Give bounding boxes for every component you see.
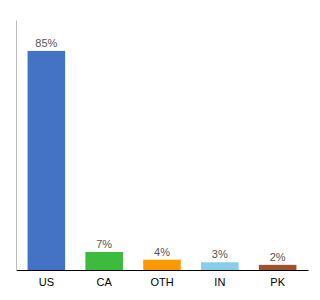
x-tick-label: OTH: [150, 276, 173, 288]
bar: [201, 262, 239, 270]
data-label: 7%: [96, 238, 112, 250]
bar: [28, 51, 66, 270]
bar: [259, 265, 297, 270]
x-tick: OTH: [150, 276, 173, 288]
data-label: 3%: [212, 248, 228, 260]
x-axis-line: [17, 270, 309, 271]
bar: [143, 260, 181, 270]
x-tick: IN: [214, 276, 225, 288]
bar: [85, 252, 123, 270]
x-axis: US CA OTH IN PK: [17, 271, 309, 288]
y-axis-line: [16, 21, 17, 271]
x-tick: US: [39, 276, 54, 288]
x-tick: CA: [97, 276, 113, 288]
x-tick-label: PK: [270, 276, 285, 288]
x-tick-label: IN: [214, 276, 225, 288]
y-axis: [16, 21, 17, 271]
x-tick: PK: [270, 276, 285, 288]
plot: US CA OTH IN PK 85% 7% 4% 3% 2%: [17, 21, 309, 288]
data-label: 2%: [270, 251, 286, 263]
x-tick-label: US: [39, 276, 54, 288]
chart-container: US CA OTH IN PK 85% 7% 4% 3% 2%: [0, 0, 320, 300]
data-label: 4%: [154, 246, 170, 258]
chart: US CA OTH IN PK 85% 7% 4% 3% 2%: [0, 0, 320, 300]
data-labels: 85% 7% 4% 3% 2%: [35, 37, 285, 263]
data-label: 85%: [35, 37, 57, 49]
x-tick-label: CA: [97, 276, 113, 288]
bars: [28, 51, 297, 270]
